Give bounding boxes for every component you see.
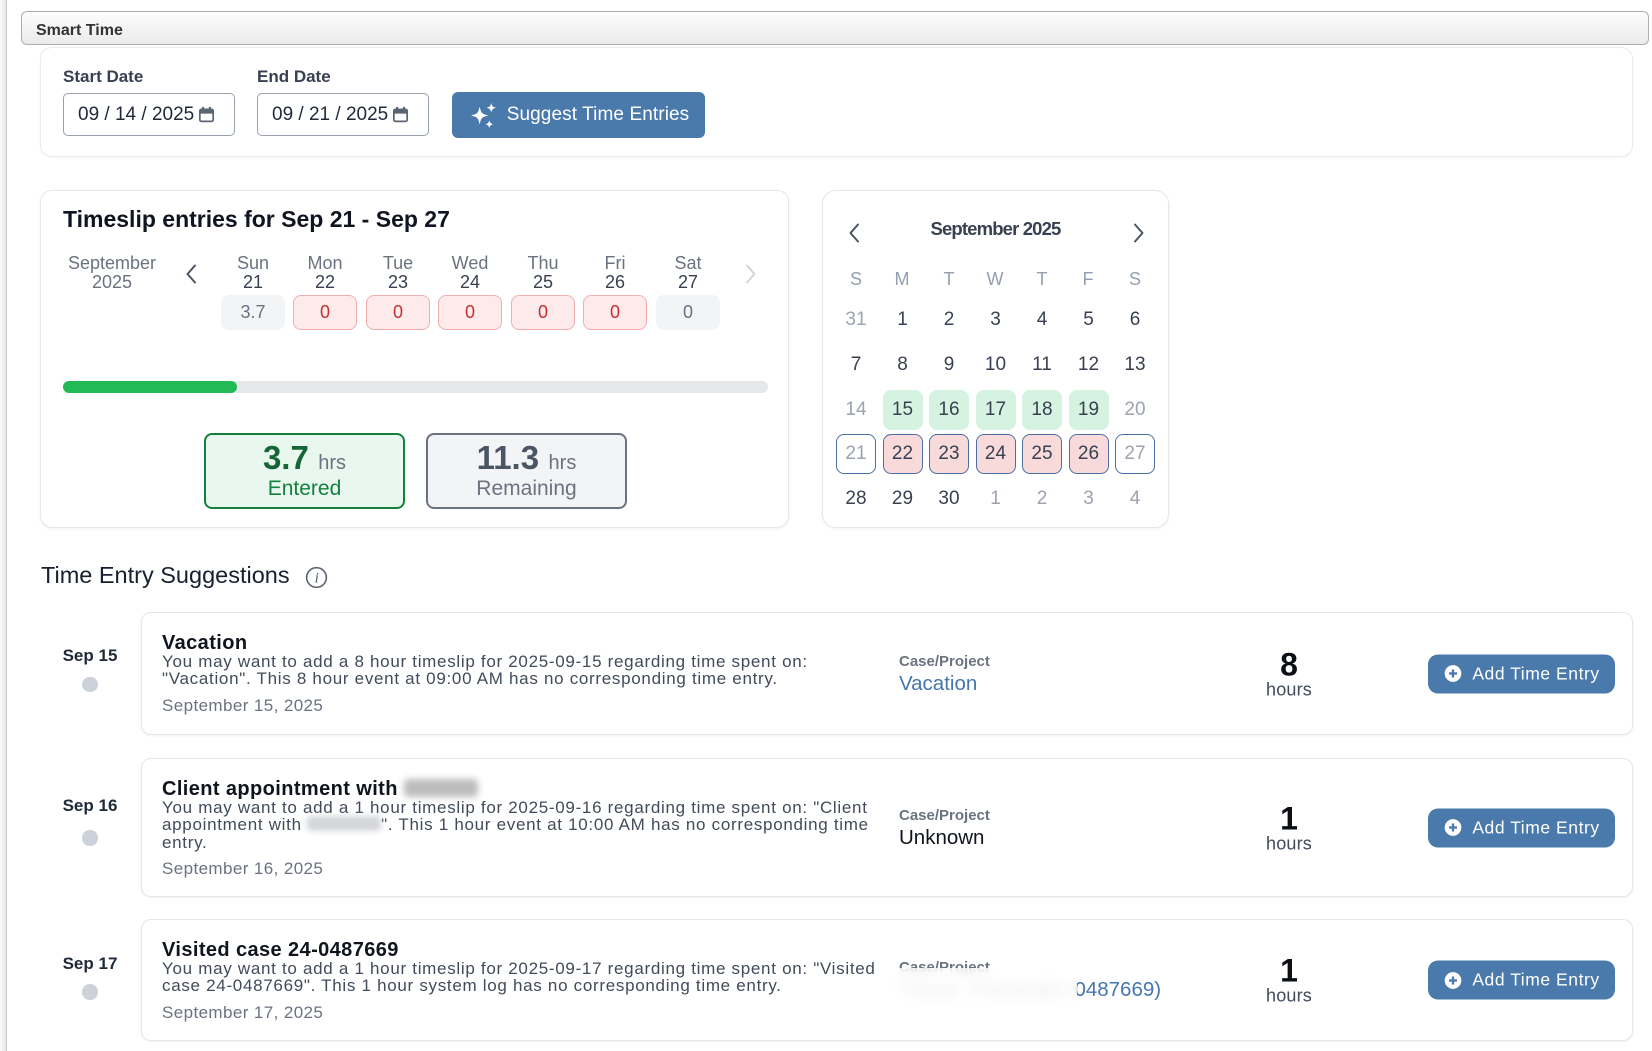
svg-text:i: i bbox=[315, 570, 319, 586]
